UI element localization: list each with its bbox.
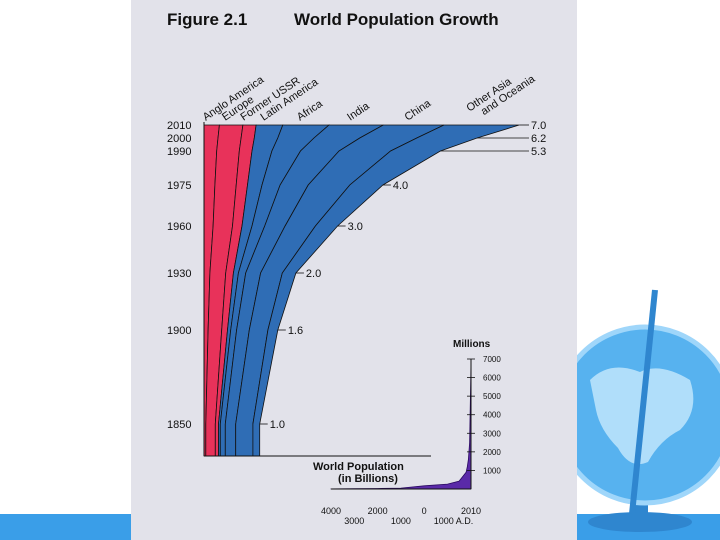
inset-x-tick-label-1000: 1000 — [391, 516, 411, 526]
total-label-5.3: 5.3 — [531, 146, 546, 158]
year-tick-label-1850: 1850 — [167, 419, 191, 431]
inset-x-tick-label-4000: 4000 — [321, 506, 341, 516]
inset-y-tick-label-5000: 5000 — [483, 392, 501, 401]
figure-number: Figure 2.1 — [167, 10, 247, 29]
total-label-1.6: 1.6 — [288, 325, 303, 337]
inset-x-tick-label-3000: 3000 — [344, 516, 364, 526]
year-tick-label-1930: 1930 — [167, 268, 191, 280]
globe-icon — [554, 289, 720, 532]
inset-y-tick-label-7000: 7000 — [483, 355, 501, 364]
inset-y-tick-label-4000: 4000 — [483, 411, 501, 420]
year-tick-label-1990: 1990 — [167, 146, 191, 158]
series-label-africa: Africa — [295, 97, 326, 123]
population-figure: Figure 2.1 World Population Growth 20102… — [167, 10, 546, 526]
series-label-text: Africa — [295, 97, 326, 123]
total-label-4.0: 4.0 — [393, 180, 408, 192]
inset-y-tick-label-3000: 3000 — [483, 429, 501, 438]
total-label-6.2: 6.2 — [531, 133, 546, 145]
inset-x-tick-label-2010: 2010 — [461, 506, 481, 516]
inset-y-tick-label-6000: 6000 — [483, 374, 501, 383]
total-label-7.0: 7.0 — [531, 120, 546, 132]
total-label-1.0: 1.0 — [270, 419, 285, 431]
year-tick-label-2010: 2010 — [167, 120, 191, 132]
inset-population-chart: 7000600050004000300020001000MillionsWorl… — [313, 339, 501, 526]
series-label-india: India — [345, 100, 372, 124]
series-label-text: China — [403, 97, 434, 124]
inset-y-tick-label-2000: 2000 — [483, 448, 501, 457]
globe-axis — [629, 289, 658, 515]
year-tick-label-1960: 1960 — [167, 221, 191, 233]
series-label-china: China — [403, 97, 434, 124]
total-label-3.0: 3.0 — [348, 221, 363, 233]
inset-x-tick-label-0: 0 — [422, 506, 427, 516]
inset-x-tick-label-2000: 2000 — [368, 506, 388, 516]
series-label-text: India — [345, 100, 372, 124]
total-label-2.0: 2.0 — [306, 268, 321, 280]
inset-x-tick-label-1000-a-d: 1000 A.D. — [434, 516, 474, 526]
year-tick-label-2000: 2000 — [167, 133, 191, 145]
globe-stand — [588, 512, 692, 532]
inset-title-line-2: (in Billions) — [338, 473, 398, 485]
inset-y-tick-label-1000: 1000 — [483, 466, 501, 475]
year-tick-label-1975: 1975 — [167, 180, 191, 192]
inset-y-axis-label: Millions — [453, 339, 491, 350]
figure-title: World Population Growth — [294, 10, 499, 29]
year-tick-label-1900: 1900 — [167, 325, 191, 337]
inset-title: World Population — [313, 461, 404, 473]
